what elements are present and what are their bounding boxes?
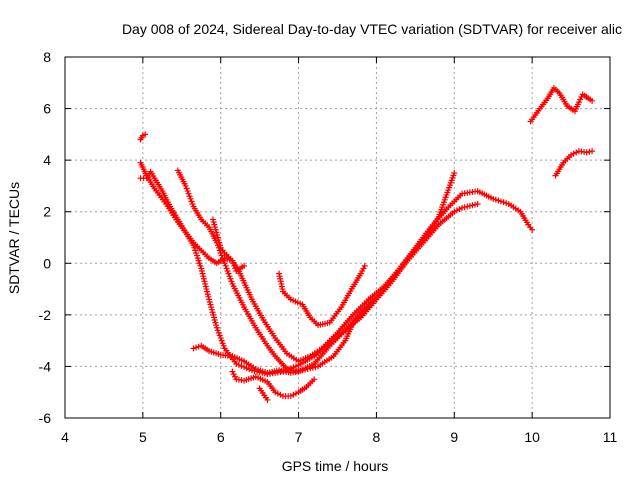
y-tick-label: 4 [43,152,51,168]
x-tick-label: 10 [524,429,540,445]
series-s7 [229,368,318,400]
data-point [361,262,368,269]
chart-title: Day 008 of 2024, Sidereal Day-to-day VTE… [122,21,622,37]
series-s4 [174,167,458,375]
y-tick-label: 8 [43,49,51,65]
data-point [264,396,271,403]
data-point [350,319,357,326]
plot-area [137,84,596,403]
y-tick-label: -2 [39,307,52,323]
data-point [586,148,593,155]
x-tick-label: 7 [295,429,303,445]
series-s5 [209,216,248,275]
y-axis-label: SDTVAR / TECUs [6,182,22,294]
y-tick-label: 0 [43,255,51,271]
data-point [241,262,248,269]
series-s10 [527,84,596,125]
series-s11 [552,148,596,179]
data-point [311,376,318,383]
x-tick-label: 9 [450,429,458,445]
x-tick-label: 6 [217,429,225,445]
y-tick-label: 6 [43,101,51,117]
x-tick-label: 5 [139,429,147,445]
x-tick-label: 4 [61,429,69,445]
series-s1 [137,131,149,143]
x-tick-label: 8 [373,429,381,445]
data-point [451,170,458,177]
series-s9 [276,262,368,329]
x-tick-label: 11 [603,429,618,445]
axes: 4 5 6 7 8 9 10 11 -6 -4 -2 0 2 4 6 8 [39,49,618,445]
y-tick-label: -6 [39,410,52,426]
series-line [177,170,455,373]
y-tick-label: 2 [43,204,51,220]
series-line [139,162,478,375]
x-axis-label: GPS time / hours [282,458,389,474]
y-tick-label: -4 [39,358,52,374]
series-s3 [137,168,536,365]
data-point [529,226,536,233]
grid [65,57,610,418]
data-point [589,97,596,104]
data-point [583,149,590,156]
series-s6 [190,319,357,376]
data-point [474,200,481,207]
plot-frame [64,56,611,419]
series-s8 [256,385,271,403]
data-point [142,131,149,138]
data-point [589,148,596,155]
